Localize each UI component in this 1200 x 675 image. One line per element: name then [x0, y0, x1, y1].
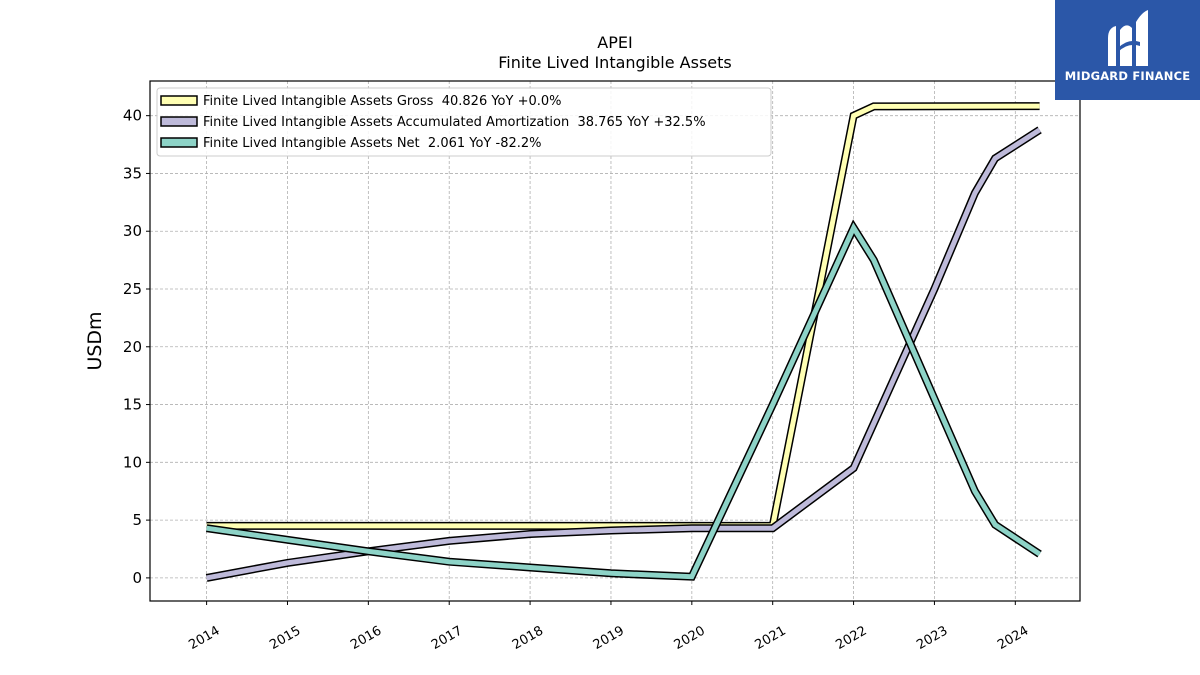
legend-box: [156, 87, 772, 157]
legend-swatch-1: [160, 116, 198, 127]
y-tick-label: 0: [132, 569, 142, 587]
chart-subtitle: Finite Lived Intangible Assets: [498, 53, 731, 72]
x-tick-label: 2014: [186, 623, 222, 653]
y-tick-label: 40: [123, 107, 142, 125]
grid-lines: [150, 81, 1080, 601]
legend-swatch-0: [160, 95, 198, 106]
x-tick-label: 2021: [753, 623, 789, 653]
x-tick-label: 2023: [914, 623, 950, 653]
legend: Finite Lived Intangible Assets Gross 40.…: [156, 87, 772, 157]
y-tick-label: 5: [132, 511, 142, 529]
plot-frame: [149, 80, 1081, 602]
y-tick-label: 25: [123, 280, 142, 298]
x-tick-label: 2017: [429, 623, 465, 653]
x-tick-label: 2016: [348, 623, 384, 653]
legend-label-2: Finite Lived Intangible Assets Net 2.061…: [203, 136, 542, 151]
x-tick-label: 2019: [591, 623, 627, 653]
series-outline-0: [206, 102, 1040, 530]
x-tick-label: 2020: [672, 623, 708, 653]
legend-label-0: Finite Lived Intangible Assets Gross 40.…: [203, 94, 562, 109]
y-tick-label: 10: [123, 453, 142, 471]
brand-name: MIDGARD FINANCE: [1064, 69, 1191, 83]
y-tick-label: 35: [123, 164, 142, 182]
legend-swatch-2: [160, 137, 198, 148]
x-tick-label: 2018: [510, 623, 546, 653]
legend-label-1: Finite Lived Intangible Assets Accumulat…: [203, 115, 706, 130]
series-line-0: [206, 103, 1040, 529]
midgard-logo-icon: [1108, 10, 1148, 66]
series-line-2: [206, 222, 1041, 580]
series-lines: [205, 102, 1042, 582]
y-tick-label: 15: [123, 396, 142, 414]
y-tick-label: 20: [123, 338, 142, 356]
chart-title: APEI: [597, 33, 632, 52]
y-axis-label: USDm: [84, 311, 106, 370]
brand-logo: MIDGARD FINANCE: [1055, 0, 1200, 100]
x-tick-label: 2024: [995, 623, 1031, 653]
axes: [146, 80, 1081, 605]
x-tick-label: 2015: [267, 623, 303, 653]
x-tick-label: 2022: [833, 623, 869, 653]
y-tick-label: 30: [123, 222, 142, 240]
